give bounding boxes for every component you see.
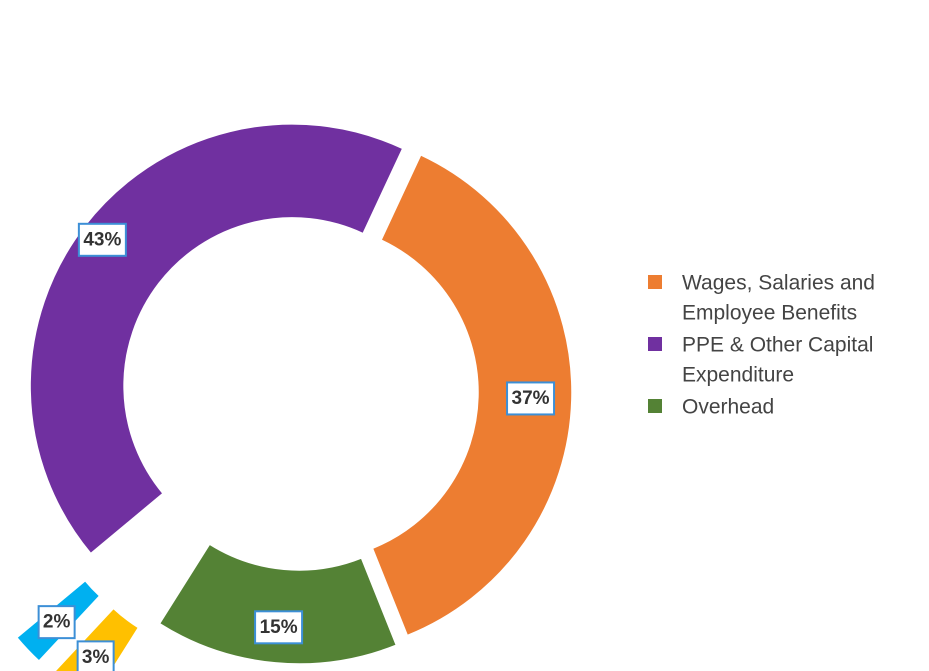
slice-unnamed-3pct <box>53 607 140 671</box>
legend-label: Expenditure <box>682 364 794 387</box>
data-label: 15% <box>254 610 304 645</box>
legend-swatch <box>648 275 662 289</box>
data-label-text: 15% <box>260 617 298 638</box>
slice-ppe-other-capital-expenditure <box>29 123 404 555</box>
legend: Wages, Salaries and Employee Benefits PPE … <box>648 272 875 419</box>
legend-item: Wages, Salaries and Employee Benefits <box>648 272 875 325</box>
legend-label: Overhead <box>682 396 774 419</box>
data-label-text: 43% <box>83 229 121 250</box>
data-label-text: 37% <box>512 388 550 409</box>
data-label-box <box>506 381 556 416</box>
data-label: 3% <box>76 640 115 671</box>
legend-label: Wages, Salaries and <box>682 272 875 295</box>
legend-item: Overhead <box>648 396 774 419</box>
data-label-box <box>37 605 76 640</box>
data-label: 2% <box>37 605 76 640</box>
data-labels: 37% 15% 3% 2% 43% <box>37 222 556 671</box>
legend-label: PPE & Other Capital <box>682 334 873 357</box>
slice-overhead <box>158 543 398 665</box>
data-label-box <box>76 640 115 671</box>
legend-swatch <box>648 337 662 351</box>
slice-wages-salaries-and-employee-benefits <box>371 153 573 637</box>
donut-slices <box>15 123 573 671</box>
legend-item: PPE & Other Capital Expenditure <box>648 334 873 387</box>
data-label: 37% <box>506 381 556 416</box>
data-label-text: 3% <box>82 647 110 668</box>
data-label-box <box>254 610 304 645</box>
legend-swatch <box>648 399 662 413</box>
data-label-text: 2% <box>43 612 71 633</box>
data-label: 43% <box>77 222 127 257</box>
data-label-box <box>77 222 127 257</box>
legend-label: Employee Benefits <box>682 302 857 325</box>
